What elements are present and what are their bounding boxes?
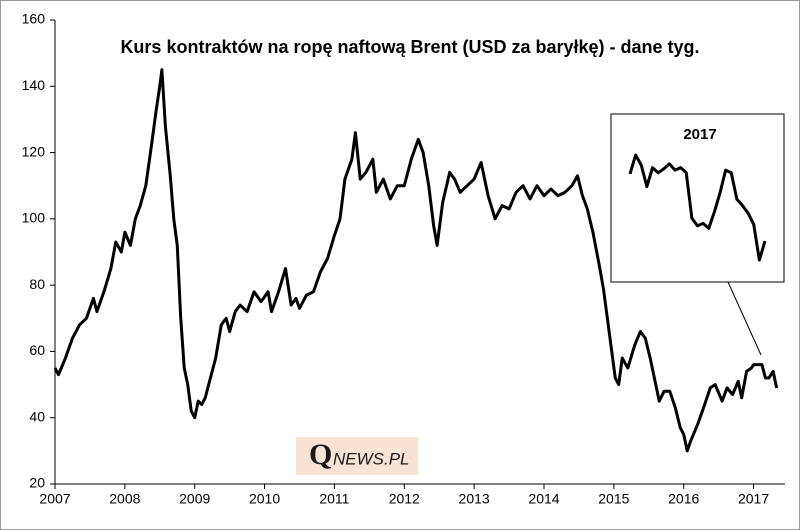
x-tick-label: 2010 [249,491,280,507]
y-tick-label: 100 [22,210,46,226]
logo-box [296,437,418,475]
y-tick-label: 60 [29,342,45,358]
inset-box [610,113,785,283]
x-tick-label: 2007 [39,491,70,507]
price-line [53,68,779,453]
inset-title: 2017 [683,126,716,143]
inset-connector [727,281,762,356]
x-tick-label: 2009 [179,491,210,507]
y-tick-label: 80 [29,276,45,292]
x-tick-label: 2015 [598,491,629,507]
chart-title: Kurs kontraktów na ropę naftową Brent (U… [120,37,699,57]
x-tick-label: 2016 [668,491,699,507]
x-tick-label: 2012 [389,491,420,507]
y-tick-label: 120 [22,143,46,159]
x-tick-label: 2008 [109,491,140,507]
y-tick-label: 140 [22,77,46,93]
y-tick-label: 160 [22,11,46,27]
x-tick-label: 2017 [738,491,769,507]
x-tick-label: 2013 [459,491,490,507]
y-tick-label: 20 [29,475,45,491]
price-line [628,153,767,262]
logo-initial: Q [309,438,332,471]
logo-text: NEWS.PL [333,449,410,468]
y-tick-label: 40 [29,408,45,424]
x-tick-label: 2011 [319,491,349,507]
x-tick-label: 2014 [528,491,559,507]
